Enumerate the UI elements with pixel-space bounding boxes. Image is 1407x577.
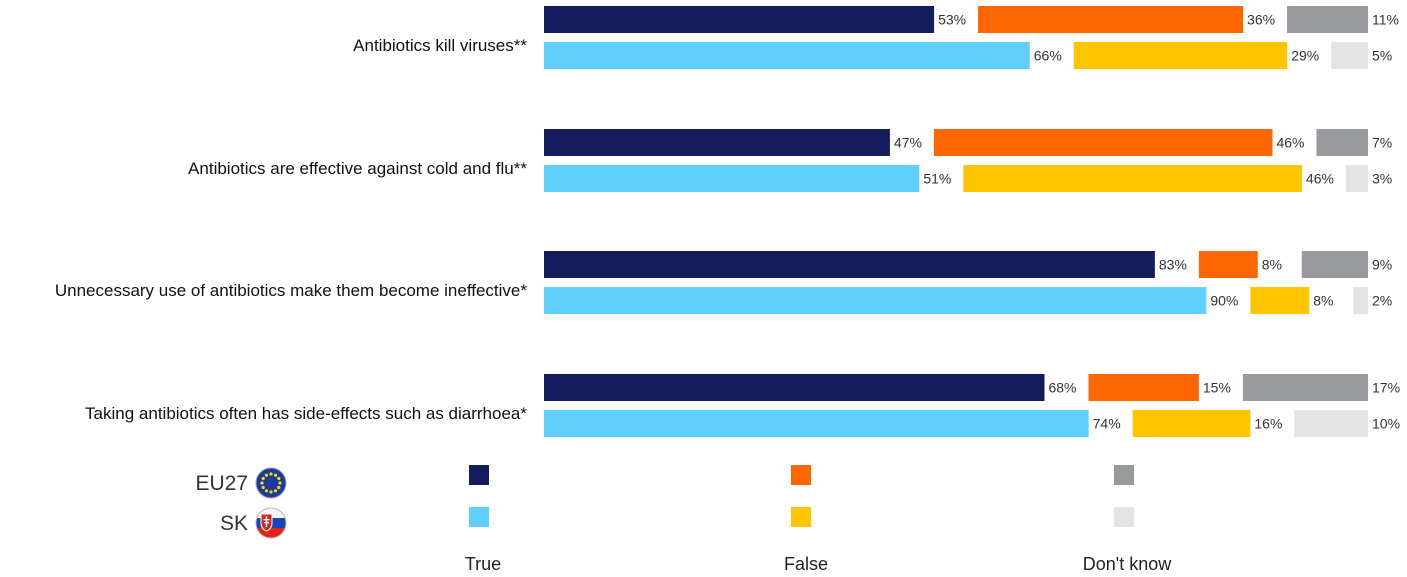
data-label-eu27-true: 53% xyxy=(938,12,966,28)
data-label-sk-don-t-know: 3% xyxy=(1372,171,1392,187)
legend-group-label-eu27: EU27 xyxy=(195,472,248,495)
bar-sk-false xyxy=(1250,287,1310,314)
bar-eu27-false xyxy=(1198,251,1258,278)
bar-sk-don-t-know xyxy=(1331,42,1368,69)
bar-sk-don-t-know xyxy=(1294,410,1368,437)
data-label-eu27-false: 46% xyxy=(1276,135,1304,151)
bar-eu27-don-t-know xyxy=(1287,6,1368,33)
legend-group-label-sk: SK xyxy=(220,512,248,535)
legend-swatch-sk-false xyxy=(791,507,811,527)
legend-group-sk: SK xyxy=(220,507,287,539)
bar-sk-true xyxy=(544,165,920,192)
bar-sk-don-t-know xyxy=(1345,165,1368,192)
data-label-sk-false: 8% xyxy=(1313,293,1333,309)
legend-label-dont-know: Don't know xyxy=(1083,554,1172,574)
bar-eu27-don-t-know xyxy=(1316,129,1368,156)
legend-swatch-eu27-don-t-know xyxy=(1114,465,1134,485)
bar-sk-false xyxy=(1073,42,1288,69)
data-label-sk-true: 74% xyxy=(1093,416,1121,432)
data-label-eu27-true: 68% xyxy=(1048,380,1076,396)
data-label-sk-true: 51% xyxy=(923,171,951,187)
legend: EU27 SK xyxy=(195,465,1172,574)
bar-eu27-false xyxy=(1088,374,1199,401)
data-label-eu27-true: 83% xyxy=(1159,257,1187,273)
data-label-sk-false: 16% xyxy=(1254,416,1282,432)
legend-swatch-sk-don-t-know xyxy=(1114,507,1134,527)
slovakia-flag-icon xyxy=(255,507,287,539)
bar-eu27-true xyxy=(544,251,1155,278)
data-label-eu27-don-t-know: 9% xyxy=(1372,257,1392,273)
bar-eu27-true xyxy=(544,374,1045,401)
data-label-sk-false: 29% xyxy=(1291,48,1319,64)
data-label-eu27-false: 8% xyxy=(1262,257,1282,273)
category-label: Unnecessary use of antibiotics make them… xyxy=(55,281,528,300)
data-label-eu27-true: 47% xyxy=(894,135,922,151)
legend-label-true: True xyxy=(465,554,501,574)
data-label-eu27-false: 36% xyxy=(1247,12,1275,28)
legend-group-eu27: EU27 xyxy=(195,467,287,499)
data-label-sk-don-t-know: 2% xyxy=(1372,293,1392,309)
data-label-sk-don-t-know: 10% xyxy=(1372,416,1400,432)
bar-sk-don-t-know xyxy=(1353,287,1368,314)
bar-eu27-don-t-know xyxy=(1301,251,1368,278)
bar-eu27-false xyxy=(978,6,1244,33)
data-label-sk-true: 66% xyxy=(1034,48,1062,64)
data-label-eu27-don-t-know: 17% xyxy=(1372,380,1400,396)
bar-sk-true xyxy=(544,410,1089,437)
category-label: Antibiotics are effective against cold a… xyxy=(188,159,527,178)
bar-eu27-true xyxy=(544,6,935,33)
category-label: Antibiotics kill viruses** xyxy=(353,36,527,55)
bar-sk-false xyxy=(1132,410,1251,437)
plot-area: Antibiotics kill viruses** 53% 36% 11% 66% 29… xyxy=(55,6,1400,437)
data-label-sk-false: 46% xyxy=(1306,171,1334,187)
data-label-eu27-false: 15% xyxy=(1203,380,1231,396)
legend-swatch-eu27-false xyxy=(791,465,811,485)
data-label-sk-true: 90% xyxy=(1210,293,1238,309)
legend-swatch-eu27-true xyxy=(469,465,489,485)
bar-eu27-don-t-know xyxy=(1242,374,1368,401)
bar-sk-true xyxy=(544,287,1207,314)
legend-label-false: False xyxy=(784,554,828,574)
bar-sk-false xyxy=(963,165,1302,192)
bar-eu27-true xyxy=(544,129,890,156)
data-label-eu27-don-t-know: 11% xyxy=(1372,12,1399,28)
data-label-eu27-don-t-know: 7% xyxy=(1372,135,1392,151)
legend-swatch-sk-true xyxy=(469,507,489,527)
bar-eu27-false xyxy=(933,129,1273,156)
eu-flag-icon xyxy=(255,467,287,499)
data-label-sk-don-t-know: 5% xyxy=(1372,48,1392,64)
bar-sk-true xyxy=(544,42,1030,69)
category-label: Taking antibiotics often has side-effect… xyxy=(85,404,527,423)
